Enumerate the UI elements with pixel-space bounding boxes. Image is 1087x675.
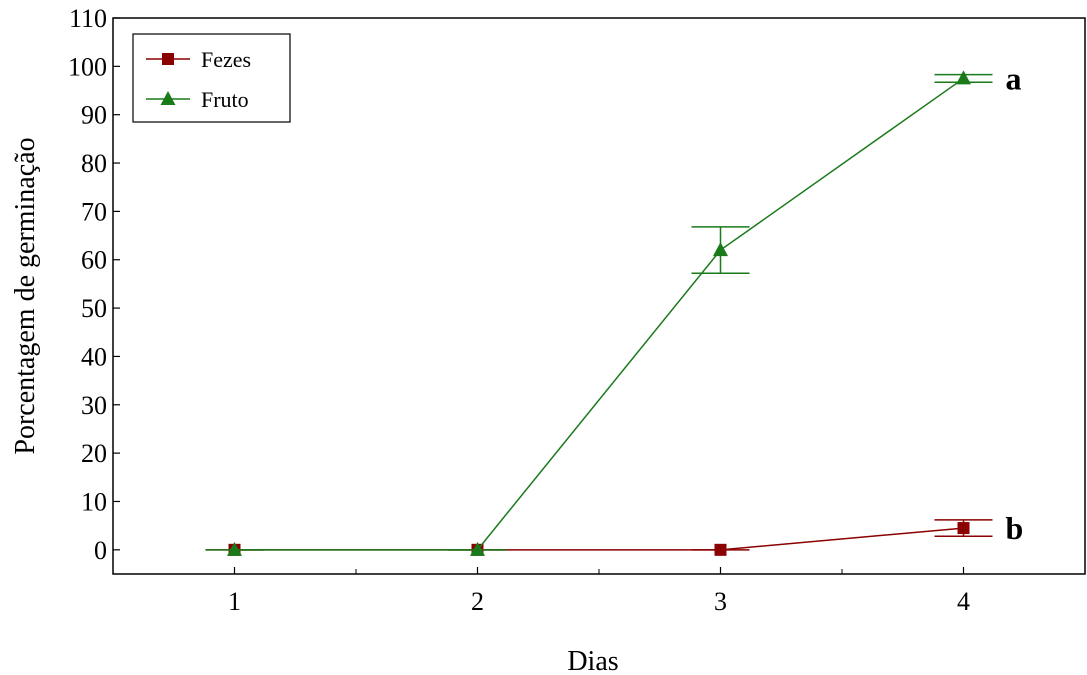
series-fruto <box>205 70 993 556</box>
x-tick-label: 3 <box>714 587 727 616</box>
annotation-b: b <box>1006 510 1024 546</box>
y-tick-label: 70 <box>81 197 107 226</box>
y-tick-label: 0 <box>94 536 107 565</box>
legend-marker <box>160 91 176 105</box>
data-point <box>227 541 242 556</box>
legend-marker <box>162 53 174 65</box>
legend-label: Fruto <box>201 87 249 112</box>
data-point <box>714 543 727 556</box>
series-layer <box>205 70 993 556</box>
series-line <box>234 77 964 551</box>
y-tick-label: 100 <box>68 52 107 81</box>
y-tick-label: 50 <box>81 294 107 323</box>
data-point <box>957 522 970 535</box>
x-tick-label: 2 <box>471 587 484 616</box>
y-tick-label: 80 <box>81 149 107 178</box>
legend-label: Fezes <box>201 47 251 72</box>
y-tick-label: 110 <box>69 4 107 33</box>
y-axis: 0 10 20 30 40 50 60 70 80 90 100 110 <box>68 4 120 565</box>
legend-box <box>132 33 291 123</box>
x-tick-label: 4 <box>957 587 970 616</box>
y-axis-label: Porcentagem de germinação <box>10 137 41 454</box>
legend: Fezes Fruto <box>132 33 291 123</box>
y-tick-label: 90 <box>81 101 107 130</box>
y-tick-label: 60 <box>81 246 107 275</box>
annotations: ab <box>1006 60 1024 546</box>
x-axis-label: Dias <box>567 646 618 675</box>
annotation-a: a <box>1006 60 1022 96</box>
y-tick-label: 10 <box>81 487 107 516</box>
data-point <box>956 70 971 85</box>
x-tick-label: 1 <box>228 587 241 616</box>
data-point <box>713 242 728 257</box>
y-tick-label: 30 <box>81 391 107 420</box>
series-line <box>234 527 964 551</box>
y-tick-label: 20 <box>81 439 107 468</box>
data-point <box>470 541 485 556</box>
y-tick-label: 40 <box>81 342 107 371</box>
x-axis: 1 2 3 4 <box>228 567 970 616</box>
